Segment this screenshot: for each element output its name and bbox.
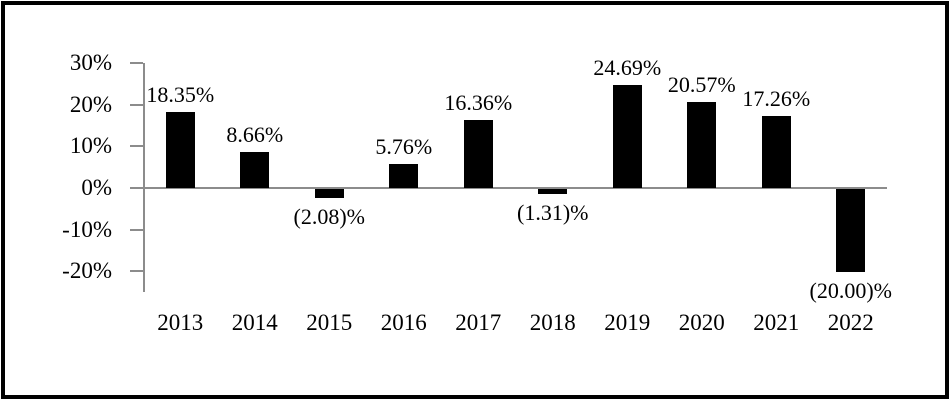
bar-2022: [836, 189, 866, 273]
bar-label-2014: 8.66%: [226, 121, 284, 147]
bar-2014: [240, 151, 270, 188]
bar-2017: [463, 119, 493, 188]
y-tick-label--20: -20%: [62, 258, 112, 284]
bar-2015: [314, 189, 344, 198]
x-label-2021: 2021: [753, 310, 800, 335]
y-tick-label-20: 20%: [69, 91, 112, 117]
bar-label-2018: (1.31)%: [517, 200, 589, 226]
x-label-2018: 2018: [529, 310, 576, 335]
y-tick-label-0: 0%: [81, 175, 112, 200]
x-label-2015: 2015: [306, 310, 353, 335]
bar-2013: [165, 111, 195, 188]
x-label-2014: 2014: [231, 310, 278, 335]
y-tick-label--10: -10%: [62, 216, 112, 242]
bar-label-2017: 16.36%: [444, 89, 513, 115]
x-label-2020: 2020: [678, 310, 725, 335]
y-tick-20: [130, 103, 143, 106]
bar-label-2019: 24.69%: [593, 55, 662, 81]
y-tick--20: [130, 270, 143, 273]
y-tick-30: [130, 62, 143, 65]
y-tick-0: [130, 187, 143, 189]
bar-label-2015: (2.08)%: [293, 203, 365, 229]
bar-2019: [612, 85, 642, 188]
y-axis-line: [143, 63, 145, 292]
bar-2021: [761, 116, 791, 188]
bar-label-2021: 17.26%: [742, 86, 811, 112]
x-label-2022: 2022: [827, 310, 874, 335]
bar-label-2020: 20.57%: [667, 72, 736, 98]
bar-2018: [538, 189, 568, 195]
y-tick-label-30: 30%: [69, 50, 112, 76]
y-tick--10: [130, 228, 143, 231]
y-tick-10: [130, 145, 143, 148]
x-label-2017: 2017: [455, 310, 502, 335]
bar-label-2013: 18.35%: [146, 81, 215, 107]
x-label-2016: 2016: [380, 310, 427, 335]
bar-2020: [687, 102, 717, 188]
y-tick-label-10: 10%: [69, 133, 112, 159]
x-label-2013: 2013: [157, 310, 204, 335]
bar-2016: [389, 164, 419, 188]
bar-label-2022: (20.00)%: [809, 278, 892, 304]
x-label-2019: 2019: [604, 310, 651, 335]
x-axis-zero-line: [143, 187, 887, 189]
bar-label-2016: 5.76%: [375, 134, 433, 160]
